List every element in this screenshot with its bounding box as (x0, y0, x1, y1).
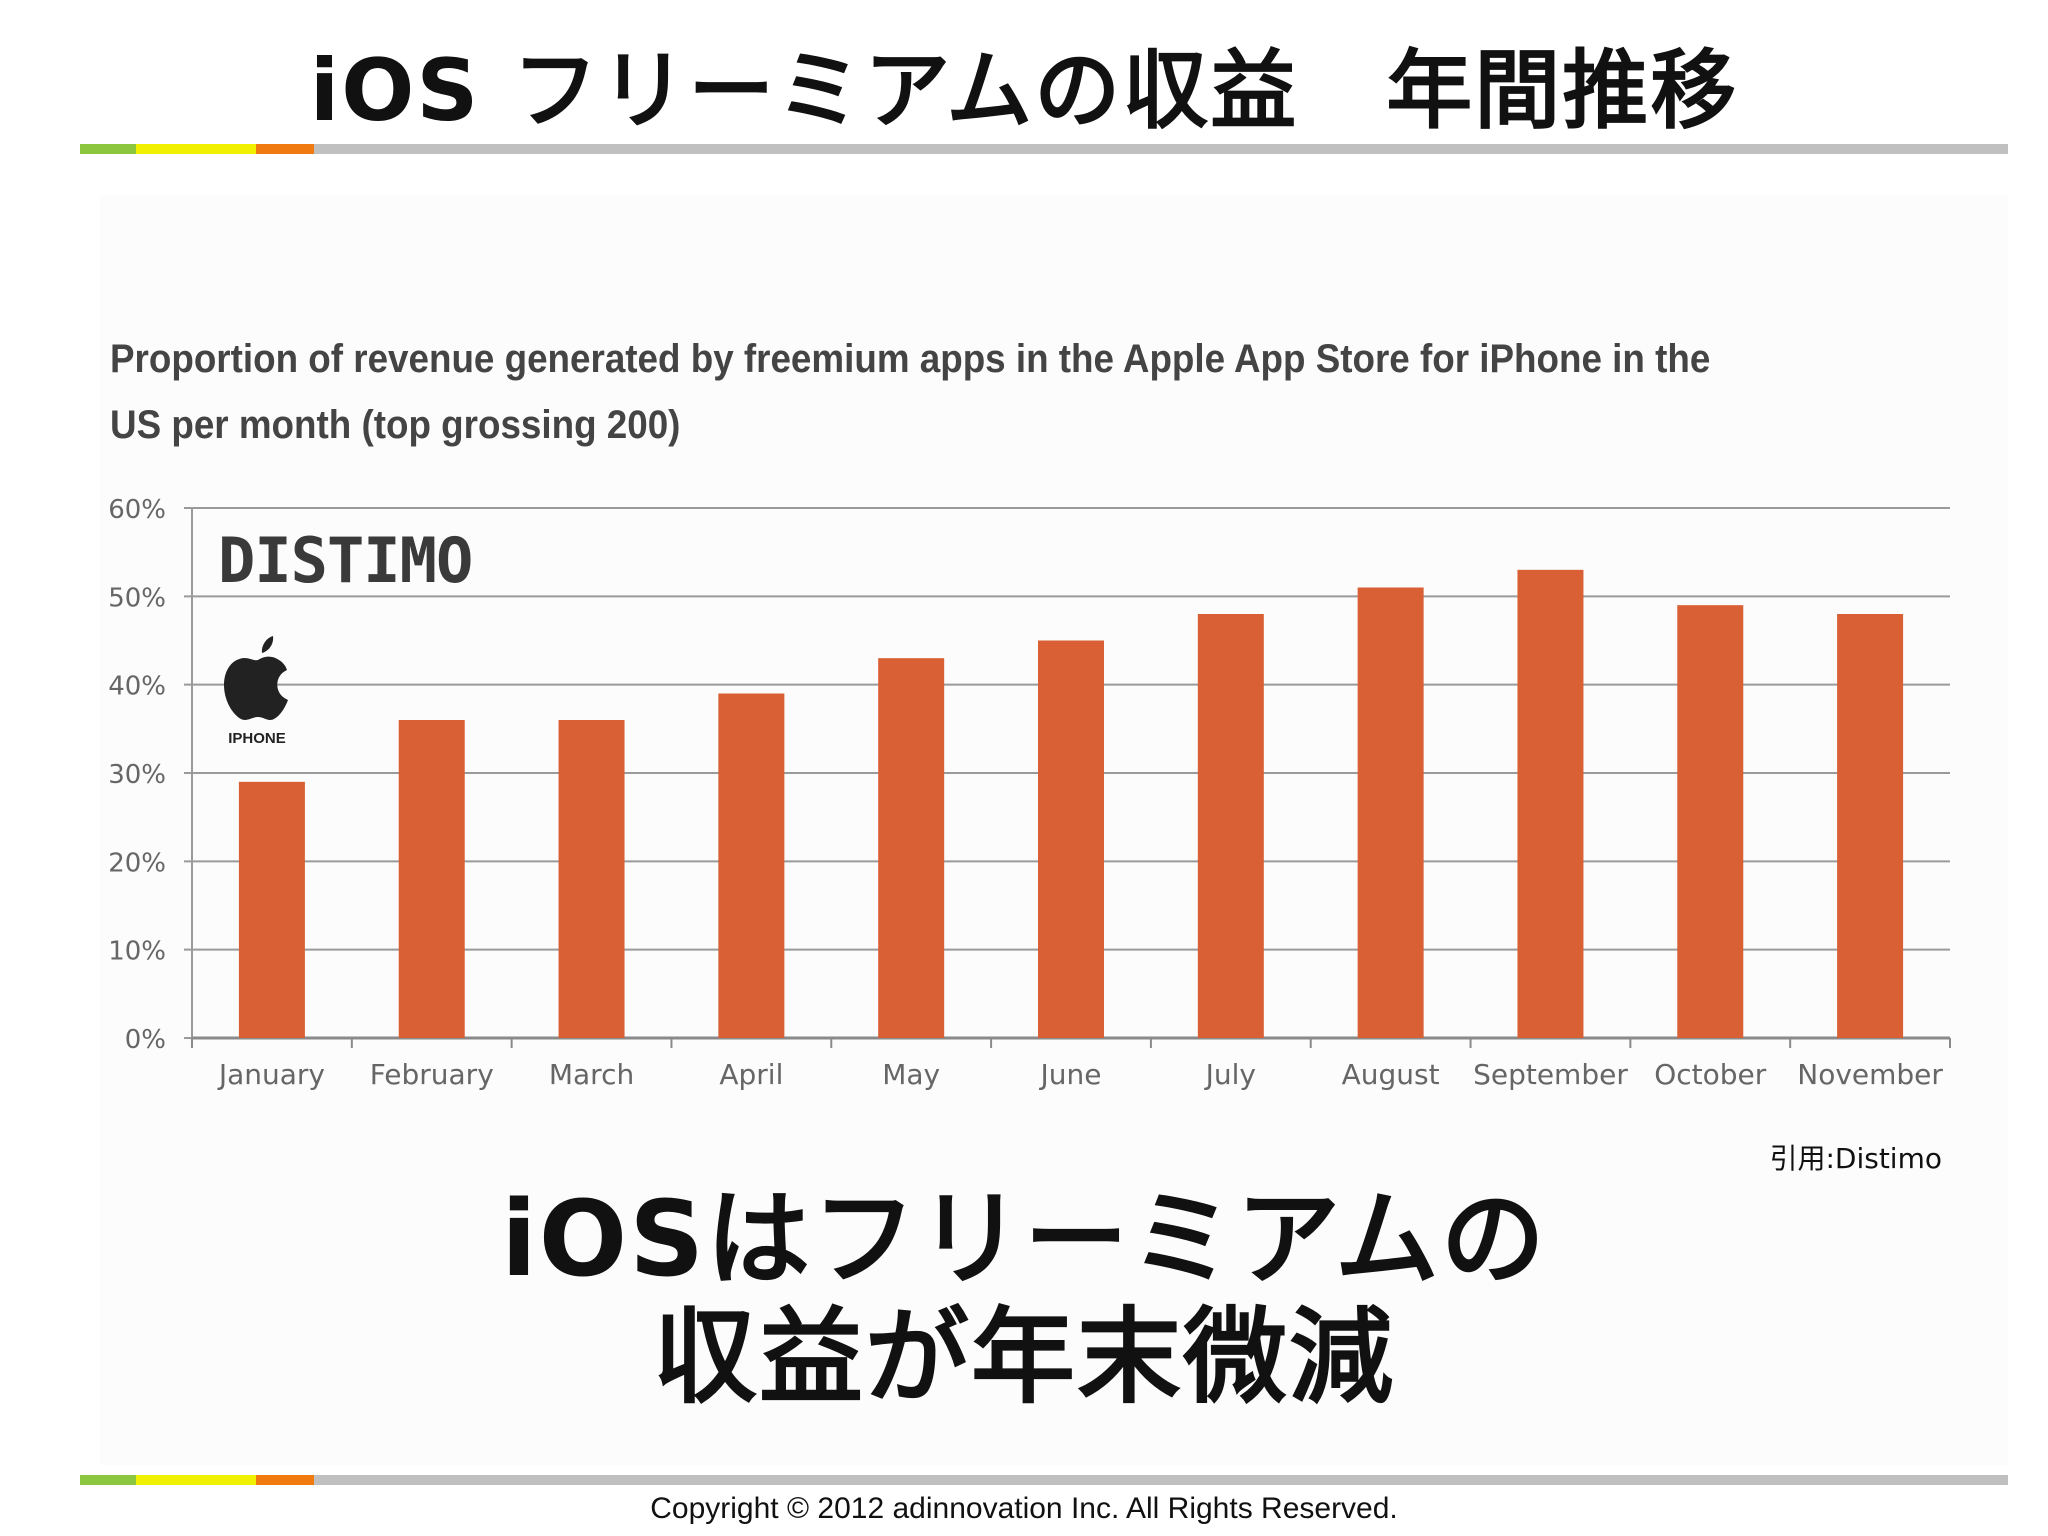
source-note: 引用:Distimo (1769, 1142, 1942, 1175)
x-tick-label: June (1039, 1058, 1102, 1091)
x-tick-label: September (1473, 1058, 1628, 1091)
conclusion-line-1: iOSはフリーミアムの (501, 1178, 1547, 1300)
accent-yellow (136, 144, 256, 154)
bar-january (238, 781, 305, 1038)
accent-gray (314, 144, 2008, 154)
y-tick-label: 40% (108, 672, 166, 702)
bar-may (878, 658, 945, 1038)
x-tick-label: November (1797, 1058, 1943, 1091)
accent-orange (256, 144, 314, 154)
conclusion-line-2: 収益が年末微減 (652, 1296, 1395, 1418)
copyright-text: Copyright © 2012 adinnovation Inc. All R… (650, 1492, 1398, 1525)
bar-april (718, 693, 785, 1038)
bar-june (1038, 640, 1104, 1038)
accent-gray (314, 1475, 2008, 1485)
x-tick-label: October (1654, 1058, 1767, 1091)
conclusion-text: iOSはフリーミアムの 収益が年末微減 (0, 1180, 2048, 1416)
bar-chart: 0% 10% 20% 30% 40% 50% 60% January February March… (108, 495, 1951, 1091)
bar-november (1837, 614, 1904, 1038)
iphone-label: IPHONE (228, 730, 286, 747)
x-tick-label: May (882, 1058, 940, 1091)
x-tick-label: August (1342, 1058, 1440, 1091)
x-tick-label: July (1204, 1058, 1256, 1091)
slide-title: iOS フリーミアムの収益 年間推移 (309, 41, 1739, 141)
bar-july (1197, 614, 1264, 1038)
bar-september (1517, 569, 1584, 1038)
chart-title: Proportion of revenue generated by freem… (110, 337, 1711, 447)
x-tick-label: February (370, 1058, 494, 1091)
apple-icon (224, 636, 288, 720)
bar-march (558, 720, 625, 1038)
accent-orange (256, 1475, 314, 1485)
x-tick-label: January (217, 1058, 325, 1091)
x-tick-label: March (549, 1058, 634, 1091)
x-tick-label: April (719, 1058, 783, 1091)
top-accent-bar (80, 144, 2008, 154)
y-tick-label: 30% (108, 760, 166, 790)
y-tick-label: 50% (108, 583, 166, 613)
bar-august (1357, 587, 1424, 1038)
y-tick-label: 0% (125, 1025, 166, 1055)
bar-october (1677, 605, 1744, 1038)
y-tick-label: 10% (108, 937, 166, 967)
y-tick-label: 60% (108, 495, 166, 525)
bottom-accent-bar (80, 1475, 2008, 1485)
accent-yellow (136, 1475, 256, 1485)
accent-green (80, 1475, 136, 1485)
y-tick-label: 20% (108, 848, 166, 878)
distimo-logo: DISTIMO (218, 524, 473, 597)
accent-green (80, 144, 136, 154)
bar-february (398, 720, 465, 1038)
